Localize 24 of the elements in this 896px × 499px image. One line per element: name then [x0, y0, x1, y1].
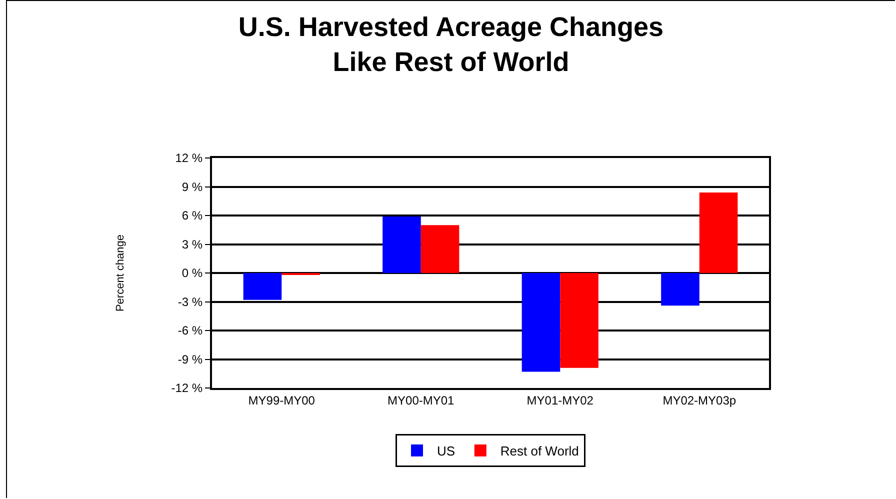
bar	[382, 216, 421, 273]
y-tick-label: 12 %	[175, 151, 203, 166]
bar	[420, 225, 460, 273]
y-tick-label: 3 %	[182, 237, 203, 252]
legend-label: US	[437, 444, 456, 459]
bar	[522, 273, 560, 372]
x-tick-label: MY01-MY02	[526, 393, 594, 408]
bar	[699, 192, 738, 273]
chart-title: U.S. Harvested Acreage Changes Like Rest of World	[238, 12, 664, 77]
y-tick-label: -6 %	[178, 324, 203, 338]
y-tick-label: 0 %	[182, 266, 203, 280]
legend-label: Rest of World	[500, 444, 579, 459]
y-tick-label: -3 %	[178, 294, 203, 309]
x-tick-label: MY00-MY01	[388, 393, 455, 408]
x-tick-label: MY02-MY03p	[662, 393, 736, 408]
bar	[243, 273, 282, 300]
y-tick-label: 6 %	[182, 208, 203, 223]
x-tick-label: MY99-MY00	[248, 393, 316, 408]
y-tick-label: -9 %	[178, 352, 203, 366]
bar	[560, 273, 598, 368]
y-tick-label: -12 %	[171, 381, 203, 396]
bar	[661, 273, 700, 306]
y-axis-title: Percent change	[114, 234, 126, 312]
y-tick-label: 9 %	[182, 180, 203, 194]
